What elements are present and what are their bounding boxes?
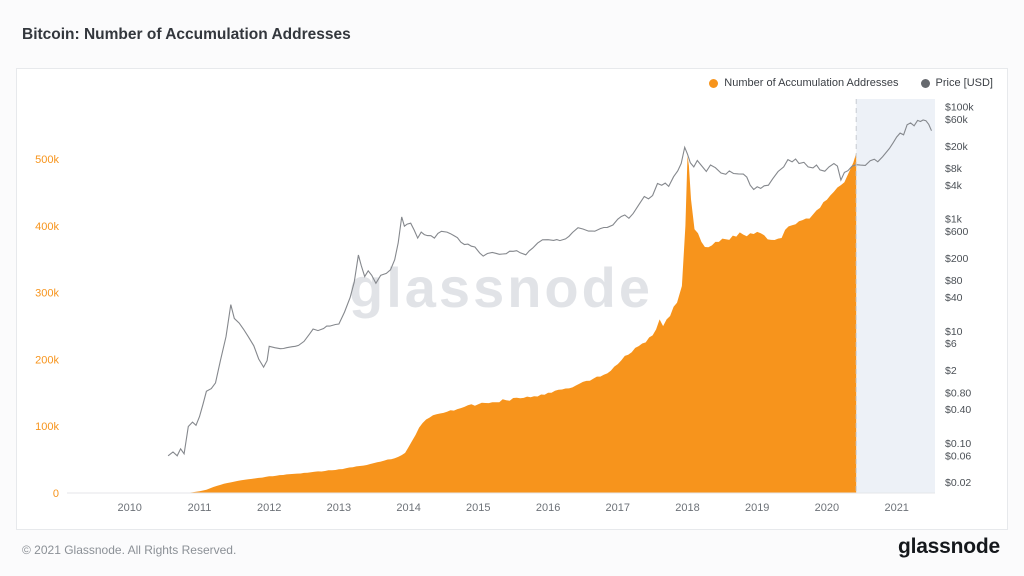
accumulation-addresses-area (185, 153, 857, 493)
left-axis-tick-label: 200k (35, 354, 59, 366)
right-axis-tick-label: $60k (945, 114, 969, 126)
left-axis-tick-label: 500k (35, 154, 59, 166)
x-axis-tick-label: 2017 (606, 502, 630, 514)
x-axis-tick-label: 2019 (745, 502, 769, 514)
right-axis-tick-label: $8k (945, 163, 963, 175)
price-usd-line (167, 119, 933, 457)
legend-price-label: Price [USD] (935, 77, 993, 89)
right-axis-tick-label: $20k (945, 141, 969, 153)
right-axis-tick-label: $0.10 (945, 438, 971, 450)
right-axis-tick-label: $100k (945, 102, 974, 114)
right-axis-tick-label: $10 (945, 326, 963, 338)
legend-item-accumulation[interactable]: Number of Accumulation Addresses (709, 77, 899, 89)
future-highlight-region (856, 99, 935, 493)
left-axis-tick-label: 300k (35, 288, 59, 300)
right-axis-tick-label: $80 (945, 275, 963, 287)
accumulation-series-dot-icon (709, 78, 719, 88)
glassnode-watermark: glassnode (349, 256, 653, 319)
right-axis-tick-label: $4k (945, 180, 963, 192)
footer-copyright: © 2021 Glassnode. All Rights Reserved. (22, 543, 237, 557)
x-axis-tick-label: 2021 (884, 502, 908, 514)
glassnode-logo: glassnode (897, 535, 1000, 558)
x-axis-tick-label: 2011 (188, 502, 212, 514)
x-axis-tick-label: 2010 (117, 502, 141, 514)
right-axis-tick-label: $0.80 (945, 387, 971, 399)
right-axis-tick-label: $600 (945, 226, 969, 238)
right-axis-tick-label: $40 (945, 292, 963, 304)
price-series-dot-icon (920, 78, 930, 88)
right-axis-tick-label: $6 (945, 338, 957, 350)
x-axis-tick-label: 2014 (396, 502, 420, 514)
right-axis-tick-label: $2 (945, 365, 957, 377)
right-axis-tick-label: $0.02 (945, 477, 971, 489)
right-axis-tick-label: $0.06 (945, 450, 971, 462)
x-axis-tick-label: 2012 (257, 502, 281, 514)
left-axis-tick-label: 100k (35, 421, 59, 433)
left-axis-tick-label: 0 (53, 488, 59, 500)
x-axis-tick-label: 2015 (466, 502, 490, 514)
page-title: Bitcoin: Number of Accumulation Addresse… (22, 26, 351, 43)
right-axis-tick-label: $0.40 (945, 404, 971, 416)
left-axis-tick-label: 400k (35, 221, 59, 233)
legend-item-price[interactable]: Price [USD] (920, 77, 993, 89)
legend-accumulation-label: Number of Accumulation Addresses (724, 77, 899, 89)
chart-card: Number of Accumulation Addresses Price [… (16, 68, 1008, 530)
x-axis-tick-label: 2016 (536, 502, 560, 514)
x-axis-tick-label: 2013 (327, 502, 351, 514)
right-axis-tick-label: $200 (945, 253, 969, 265)
chart-legend: Number of Accumulation Addresses Price [… (709, 77, 993, 89)
right-axis-tick-label: $1k (945, 214, 963, 226)
x-axis-tick-label: 2020 (815, 502, 839, 514)
price-chart-svg[interactable]: glassnode 2010 2011 2012 2013 2014 2015 2016 201… (17, 69, 1007, 529)
x-axis-tick-label: 2018 (675, 502, 699, 514)
